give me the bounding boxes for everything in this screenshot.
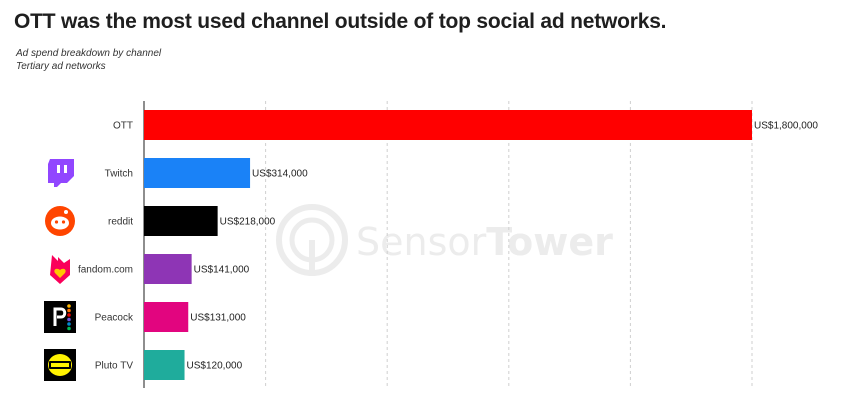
value-label: US$314,000 [252, 169, 308, 180]
category-label: Twitch [105, 169, 133, 180]
bar-ott [144, 110, 752, 140]
bar-pluto-tv [144, 350, 185, 380]
chart-title: OTT was the most used channel outside of… [14, 10, 667, 33]
watermark-text-light: Sensor [356, 220, 487, 264]
category-label: OTT [113, 121, 133, 132]
value-label: US$218,000 [220, 217, 276, 228]
bar-peacock [144, 302, 189, 332]
bar-fandom-com [144, 254, 192, 284]
channel-icons [44, 159, 76, 381]
category-label: reddit [108, 217, 133, 228]
watermark-text-bold: Tower [486, 220, 613, 264]
plutotv-icon [44, 349, 76, 381]
bar-reddit [144, 206, 218, 236]
value-label: US$131,000 [190, 313, 246, 324]
peacock-icon [44, 301, 76, 333]
chart-subtitle: Ad spend breakdown by channel [16, 48, 162, 59]
bars [144, 110, 752, 380]
category-label: Peacock [95, 313, 134, 324]
reddit-icon [45, 206, 75, 236]
value-label: US$120,000 [187, 361, 243, 372]
bar-twitch [144, 158, 251, 188]
category-label: fandom.com [78, 265, 133, 276]
chart-subtitle-secondary: Tertiary ad networks [16, 61, 106, 72]
svg-text:SensorTower: SensorTower [356, 220, 613, 264]
labels: OTT US$1,800,000 Twitch US$314,000 reddit US$… [78, 121, 818, 372]
category-label: Pluto TV [95, 361, 133, 372]
twitch-icon [48, 159, 74, 187]
sensortower-watermark: SensorTower [276, 204, 613, 276]
fandom-icon [50, 255, 70, 284]
value-label: US$1,800,000 [754, 121, 818, 132]
value-label: US$141,000 [194, 265, 250, 276]
